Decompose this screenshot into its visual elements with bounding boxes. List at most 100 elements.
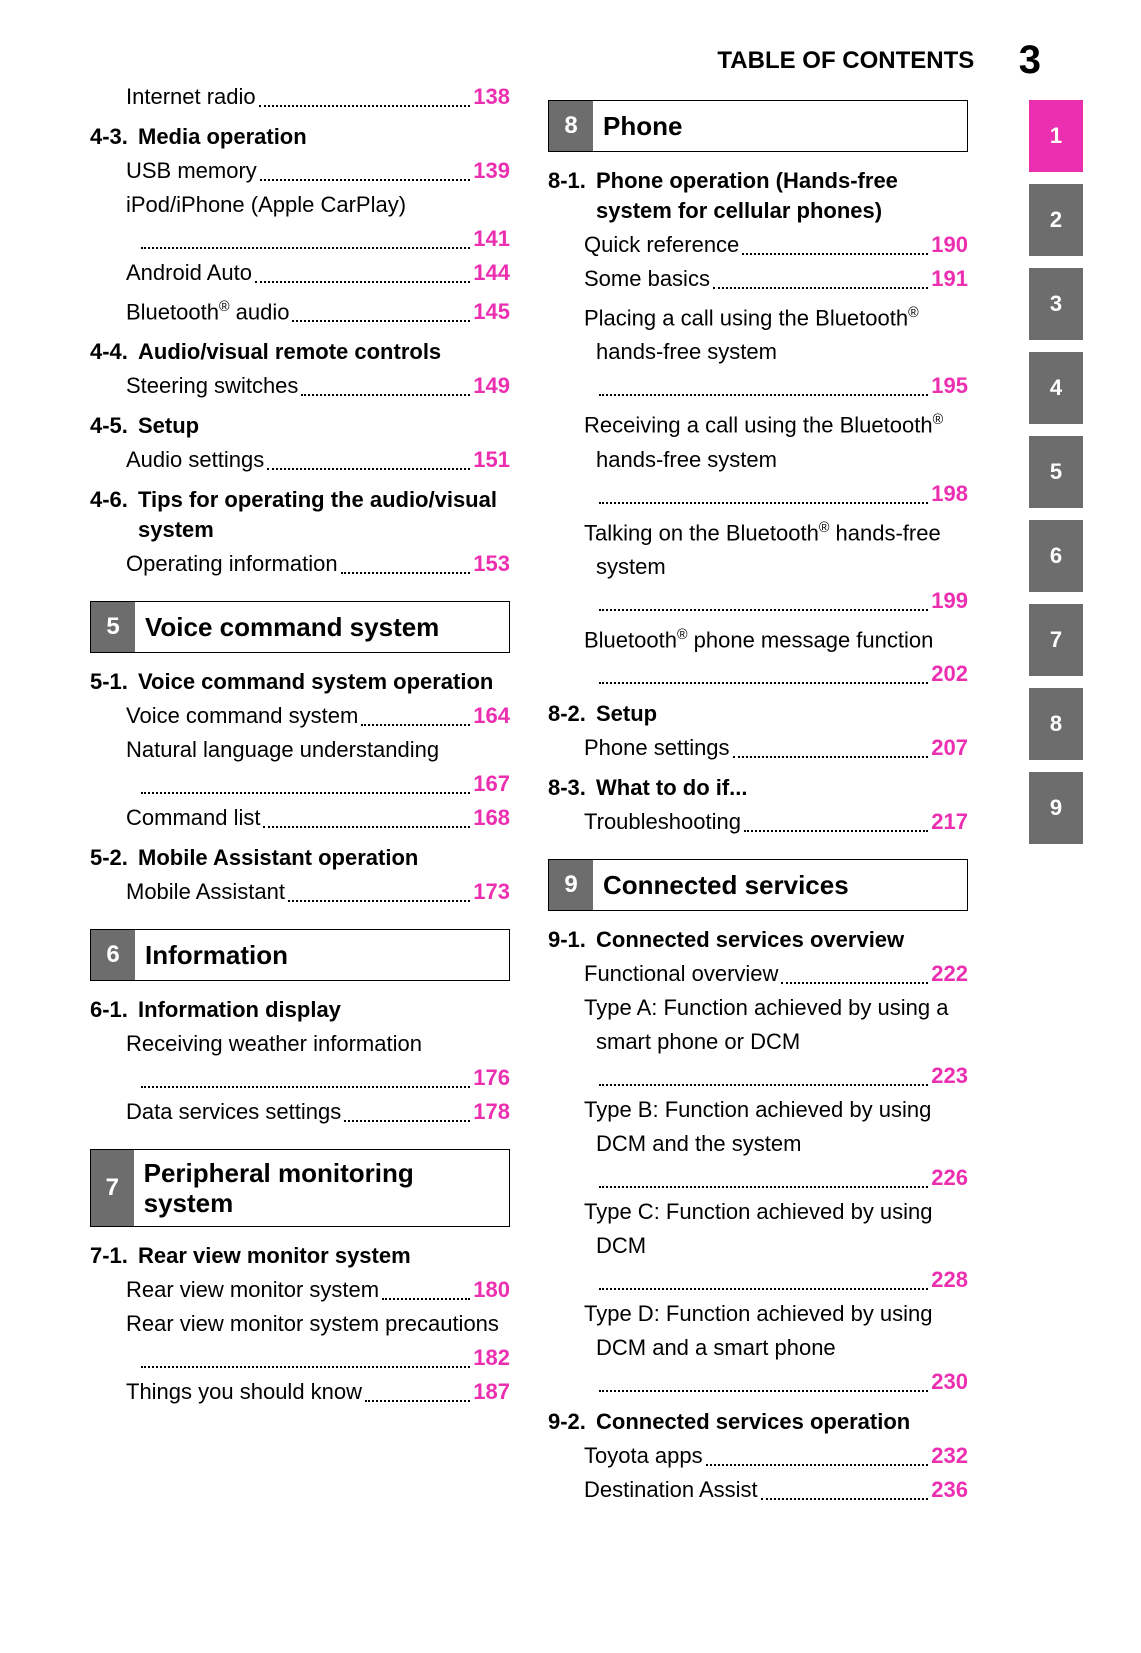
toc-entry-page: 153 xyxy=(473,547,510,581)
chapter-tabs: 1 2 3 4 5 6 7 8 9 xyxy=(1029,100,1083,856)
toc-heading: 4-6.Tips for operating the audio/visual … xyxy=(90,485,510,545)
toc-heading: 9-1.Connected services overview xyxy=(548,925,968,955)
toc-entry-label: Type C: Function achieved by using DCM xyxy=(548,1195,968,1263)
toc-entry: Type A: Function achieved by using a sma… xyxy=(548,991,968,1093)
toc-entry-label: Functional overview xyxy=(548,957,778,991)
leader-dots xyxy=(365,1400,470,1402)
toc-entry-page: 217 xyxy=(931,805,968,839)
toc-heading: 4-3.Media operation xyxy=(90,122,510,152)
toc-entry: Bluetooth® audio 145 xyxy=(90,290,510,329)
leader-dots xyxy=(141,247,470,249)
chapter-tab-3[interactable]: 3 xyxy=(1029,268,1083,340)
toc-heading-text: Information display xyxy=(138,995,510,1025)
chapter-tab-9[interactable]: 9 xyxy=(1029,772,1083,844)
toc-entry-spacer xyxy=(548,369,596,403)
toc-entry: Voice command system 164 xyxy=(90,699,510,733)
toc-entry-page: 167 xyxy=(473,767,510,801)
toc-entry-page: 149 xyxy=(473,369,510,403)
toc-entry-page: 151 xyxy=(473,443,510,477)
toc-entry: Type C: Function achieved by using DCM 2… xyxy=(548,1195,968,1297)
chapter-tab-8[interactable]: 8 xyxy=(1029,688,1083,760)
toc-entry-page: 226 xyxy=(931,1161,968,1195)
leader-dots xyxy=(255,281,470,283)
leader-dots xyxy=(744,830,928,832)
toc-heading: 5-1.Voice command system operation xyxy=(90,667,510,697)
toc-entry-page: 182 xyxy=(473,1341,510,1375)
leader-dots xyxy=(382,1298,470,1300)
leader-dots xyxy=(259,105,471,107)
toc-heading-number: 4-5. xyxy=(90,411,138,441)
toc-entry-label: Placing a call using the Bluetooth® hand… xyxy=(548,296,968,369)
toc-heading: 5-2.Mobile Assistant operation xyxy=(90,843,510,873)
leader-dots xyxy=(263,826,470,828)
toc-entry: Natural language understanding 167 xyxy=(90,733,510,801)
toc-heading-number: 8-2. xyxy=(548,699,596,729)
page-number: 3 xyxy=(1019,38,1041,83)
toc-entry-page: 139 xyxy=(473,154,510,188)
chapter-tab-6[interactable]: 6 xyxy=(1029,520,1083,592)
leader-dots xyxy=(599,1186,928,1188)
toc-entry-label: Destination Assist xyxy=(548,1473,758,1507)
leader-dots xyxy=(599,1084,928,1086)
toc-entry-label: Quick reference xyxy=(548,228,739,262)
chapter-title: Peripheral monitoring system xyxy=(134,1150,509,1226)
leader-dots xyxy=(706,1464,929,1466)
toc-entry: Quick reference 190 xyxy=(548,228,968,262)
leader-dots xyxy=(599,394,928,396)
toc-entry-spacer xyxy=(548,1161,596,1195)
leader-dots xyxy=(260,179,470,181)
chapter-box: 5Voice command system xyxy=(90,601,510,653)
chapter-box: 8Phone xyxy=(548,100,968,152)
toc-heading: 8-2.Setup xyxy=(548,699,968,729)
chapter-tab-7[interactable]: 7 xyxy=(1029,604,1083,676)
toc-heading-number: 7-1. xyxy=(90,1241,138,1271)
chapter-tab-4[interactable]: 4 xyxy=(1029,352,1083,424)
toc-entry-label: Operating information xyxy=(90,547,338,581)
toc-entry-label: Data services settings xyxy=(90,1095,341,1129)
toc-heading-text: Audio/visual remote controls xyxy=(138,337,510,367)
toc-entry: Talking on the Bluetooth® hands-free sys… xyxy=(548,511,968,618)
toc-entry: Steering switches149 xyxy=(90,369,510,403)
chapter-tab-1[interactable]: 1 xyxy=(1029,100,1083,172)
toc-entry: Functional overview 222 xyxy=(548,957,968,991)
chapter-number: 5 xyxy=(91,602,135,652)
toc-entry: Receiving a call using the Bluetooth® ha… xyxy=(548,403,968,510)
toc-entry-page: 191 xyxy=(931,262,968,296)
toc-entry: Receiving weather information 176 xyxy=(90,1027,510,1095)
toc-entry: Type B: Function achieved by using DCM a… xyxy=(548,1093,968,1195)
toc-entry-label: Type B: Function achieved by using DCM a… xyxy=(548,1093,968,1161)
leader-dots xyxy=(599,682,928,684)
toc-entry-label: Command list xyxy=(90,801,260,835)
toc-heading-number: 5-1. xyxy=(90,667,138,697)
toc-entry-label: Mobile Assistant xyxy=(90,875,285,909)
toc-entry-spacer xyxy=(548,657,596,691)
toc-heading-text: Media operation xyxy=(138,122,510,152)
toc-columns: Internet radio1384-3.Media operationUSB … xyxy=(90,80,971,1507)
leader-dots xyxy=(599,502,928,504)
toc-entry-label: iPod/iPhone (Apple CarPlay) xyxy=(90,188,510,222)
toc-entry-spacer xyxy=(548,477,596,511)
toc-entry: Phone settings 207 xyxy=(548,731,968,765)
toc-heading-text: Rear view monitor system xyxy=(138,1241,510,1271)
toc-heading: 6-1.Information display xyxy=(90,995,510,1025)
toc-entry-label: Rear view monitor system xyxy=(90,1273,379,1307)
toc-entry-page: 202 xyxy=(931,657,968,691)
toc-heading-number: 9-2. xyxy=(548,1407,596,1437)
leader-dots xyxy=(288,900,470,902)
toc-entry-page: 195 xyxy=(931,369,968,403)
chapter-tab-2[interactable]: 2 xyxy=(1029,184,1083,256)
toc-heading-number: 5-2. xyxy=(90,843,138,873)
toc-entry-label: Some basics xyxy=(548,262,710,296)
toc-entry-page: 145 xyxy=(473,295,510,329)
toc-entry-page: 232 xyxy=(931,1439,968,1473)
chapter-tab-5[interactable]: 5 xyxy=(1029,436,1083,508)
chapter-title: Information xyxy=(135,930,298,980)
toc-entry-page: 190 xyxy=(931,228,968,262)
toc-heading-number: 6-1. xyxy=(90,995,138,1025)
toc-entry-label: Audio settings xyxy=(90,443,264,477)
leader-dots xyxy=(341,572,471,574)
toc-entry-page: 187 xyxy=(473,1375,510,1409)
toc-entry-label: Natural language understanding xyxy=(90,733,510,767)
toc-heading-number: 9-1. xyxy=(548,925,596,955)
toc-entry-label: Voice command system xyxy=(90,699,358,733)
